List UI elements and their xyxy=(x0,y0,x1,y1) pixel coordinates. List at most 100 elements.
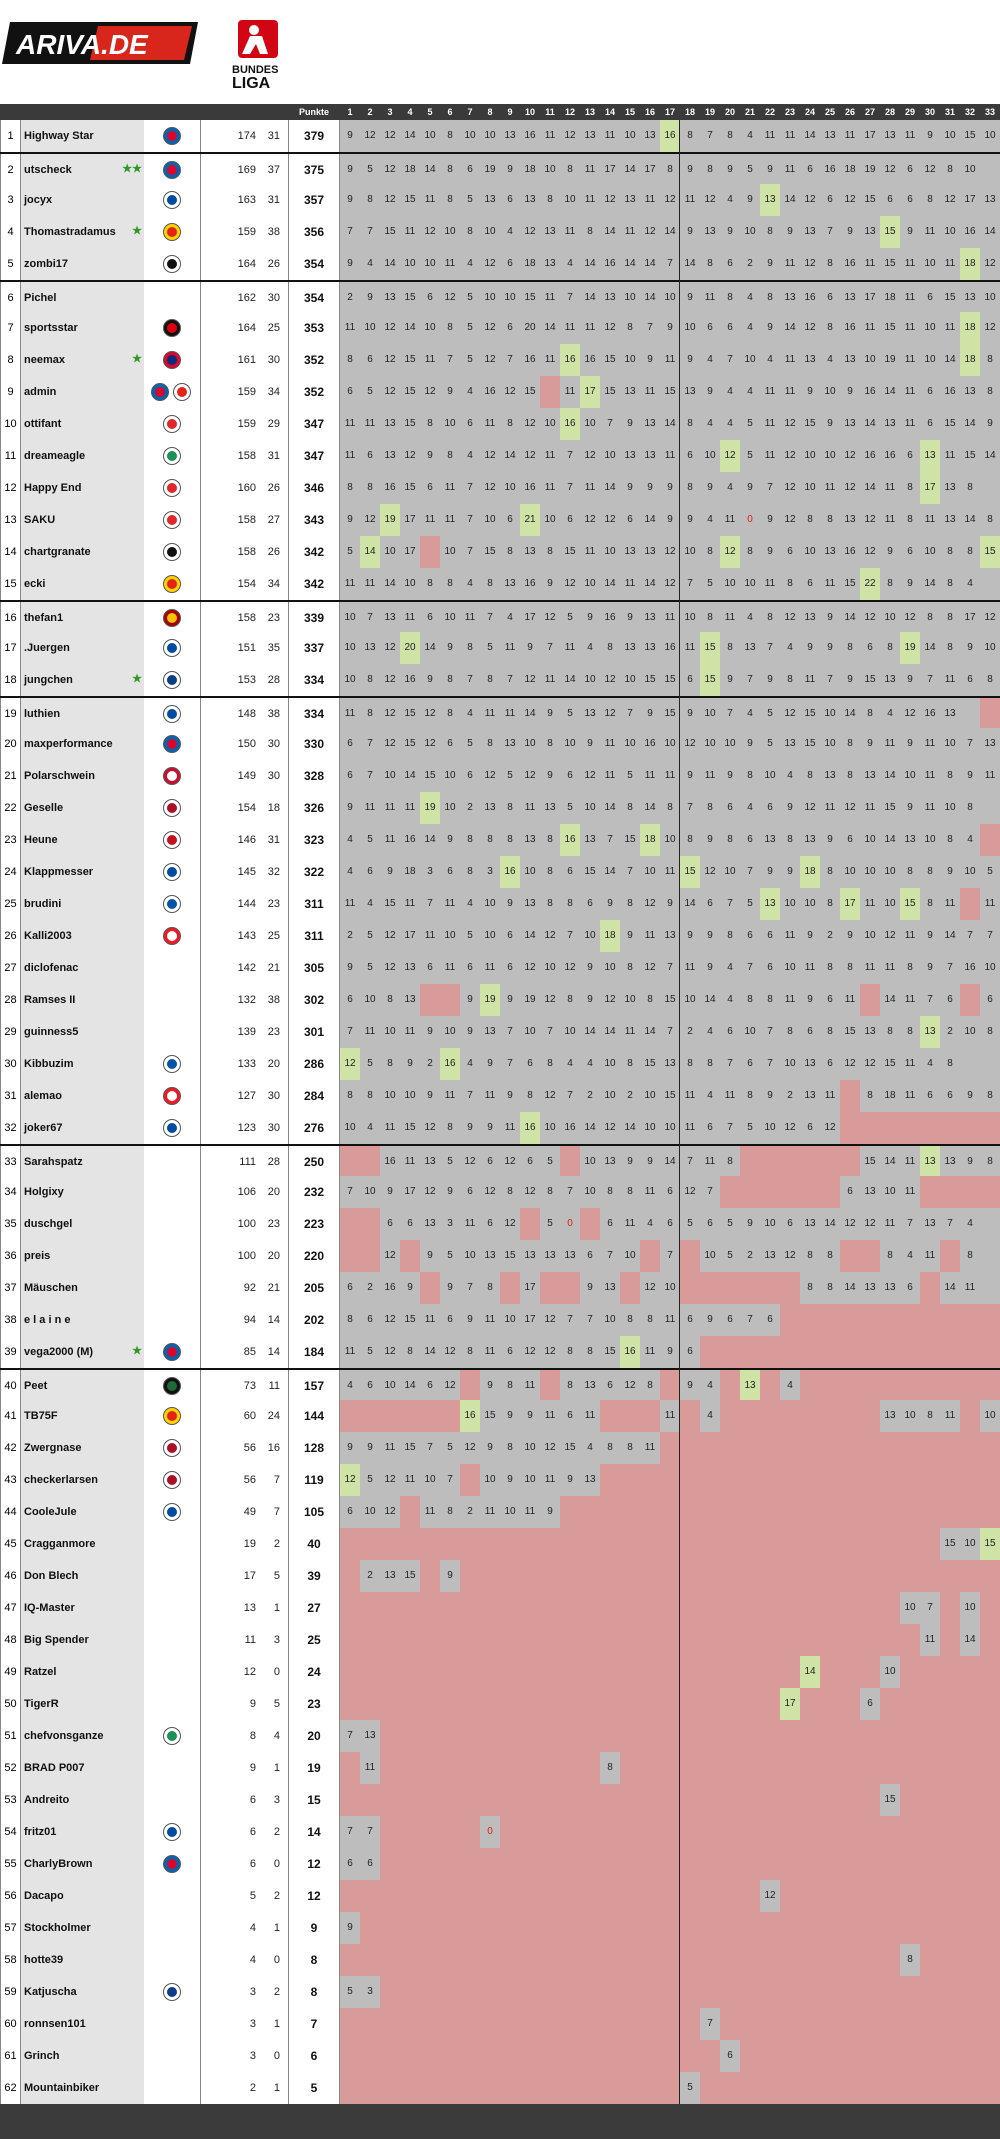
table-row[interactable]: 25 brudini 144 23 311 11 4 15 11 7 11 4 10 9 13 8 8 6 9 8 12… xyxy=(0,888,1000,920)
player-name[interactable]: Grinch xyxy=(21,2040,144,2072)
table-row[interactable]: 45 Cragganmore 19 2 40 15 10 15 xyxy=(0,1528,1000,1560)
table-row[interactable]: 8 neemax ★ 161 30 352 8 6 12 15 11 7 5 12 7 16 11 16 16 15 1… xyxy=(0,344,1000,376)
table-row[interactable]: 13 SAKU 158 27 343 9 12 19 17 11 11 7 10 6 21 10 6 12 12 6 1… xyxy=(0,504,1000,536)
table-row[interactable]: 16 thefan1 158 23 339 10 7 13 11 6 10 11 7 4 17 12 5 9 16 9… xyxy=(0,600,1000,634)
player-name[interactable]: Polarschwein xyxy=(21,760,144,792)
table-row[interactable]: 6 Pichel 162 30 354 2 9 13 15 6 12 5 10 10 15 11 7 14 13 10… xyxy=(0,280,1000,314)
table-row[interactable]: 10 ottifant 159 29 347 11 11 13 15 8 10 6 11 8 12 10 16 1… xyxy=(0,408,1000,440)
player-name[interactable]: Pichel xyxy=(21,282,144,314)
table-row[interactable]: 21 Polarschwein 149 30 328 6 7 10 14 15 10 6 12 5 12 9 6… xyxy=(0,760,1000,792)
table-row[interactable]: 9 admin 159 34 352 6 5 12 15 12 9 4 16 12 15 11 17 15 13 11… xyxy=(0,376,1000,408)
table-row[interactable]: 55 CharlyBrown 6 0 12 6 6 xyxy=(0,1848,1000,1880)
player-name[interactable]: Klappmesser xyxy=(21,856,144,888)
player-name[interactable]: maxperformance xyxy=(21,728,144,760)
table-row[interactable]: 18 jungchen ★ 153 28 334 10 8 12 16 9 8 7 8 7 12 11 14 10 1… xyxy=(0,664,1000,696)
table-row[interactable]: 52 BRAD P007 9 1 19 11 8 xyxy=(0,1752,1000,1784)
table-row[interactable]: 15 ecki 154 34 342 11 11 14 10 8 8 4 8 13 16 9 12 10 14 11 1… xyxy=(0,568,1000,600)
table-row[interactable]: 51 chefvonsganze 8 4 20 7 13 xyxy=(0,1720,1000,1752)
player-name[interactable]: Thomastradamus ★ xyxy=(21,216,144,248)
player-name[interactable]: Zwergnase xyxy=(21,1432,144,1464)
player-name[interactable]: Stockholmer xyxy=(21,1912,144,1944)
table-row[interactable]: 1 Highway Star 174 31 379 9 12 12 14 10 8 10 10 13 16 1… xyxy=(0,120,1000,152)
player-name[interactable]: TigerR xyxy=(21,1688,144,1720)
table-row[interactable]: 34 Holgixy 106 20 232 7 10 9 17 12 9 6 12 8 12 8 7 10 8 8 11… xyxy=(0,1176,1000,1208)
table-row[interactable]: 14 chartgranate 158 26 342 5 14 10 17 10 7 15 8 13 8 15… xyxy=(0,536,1000,568)
player-name[interactable]: Kalli2003 xyxy=(21,920,144,952)
table-row[interactable]: 31 alemao 127 30 284 8 8 10 10 9 11 7 11 9 8 12 7 2 10 2 10 1… xyxy=(0,1080,1000,1112)
player-name[interactable]: fritz01 xyxy=(21,1816,144,1848)
table-row[interactable]: 41 TB75F 60 24 144 16 15 9 9 11 6 11 11 4 13 10 8 11 10 xyxy=(0,1400,1000,1432)
player-name[interactable]: Andreito xyxy=(21,1784,144,1816)
player-name[interactable]: admin xyxy=(21,376,144,408)
table-row[interactable]: 4 Thomastradamus ★ 159 38 356 7 7 15 11 12 10 8 10 4 12… xyxy=(0,216,1000,248)
table-row[interactable]: 24 Klappmesser 145 32 322 4 6 9 18 3 6 8 3 16 10 8 6 15 14… xyxy=(0,856,1000,888)
table-row[interactable]: 57 Stockholmer 4 1 9 9 xyxy=(0,1912,1000,1944)
table-row[interactable]: 62 Mountainbiker 2 1 5 5 xyxy=(0,2072,1000,2104)
player-name[interactable]: checkerlarsen xyxy=(21,1464,144,1496)
table-row[interactable]: 30 Kibbuzim 133 20 286 12 5 8 9 2 16 4 9 7 6 8 4 4 10 8 15 13… xyxy=(0,1048,1000,1080)
player-name[interactable]: e l a i n e xyxy=(21,1304,144,1336)
table-row[interactable]: 23 Heune 146 31 323 4 5 11 16 14 9 8 8 8 13 8 16 13 7 15 18 1… xyxy=(0,824,1000,856)
table-row[interactable]: 58 hotte39 4 0 8 8 xyxy=(0,1944,1000,1976)
player-name[interactable]: sportsstar xyxy=(21,312,144,344)
table-row[interactable]: 40 Peet 73 11 157 4 6 10 14 6 12 9 8 11 8 13 6 12 8 9 4 13 4 xyxy=(0,1368,1000,1402)
player-name[interactable]: Kibbuzim xyxy=(21,1048,144,1080)
player-name[interactable]: dreameagle xyxy=(21,440,144,472)
player-name[interactable]: TB75F xyxy=(21,1400,144,1432)
table-row[interactable]: 43 checkerlarsen 56 7 119 12 5 12 11 10 7 10 9 10 11 9 1… xyxy=(0,1464,1000,1496)
table-row[interactable]: 20 maxperformance 150 30 330 6 7 12 15 12 6 5 8 13 10 8… xyxy=(0,728,1000,760)
table-row[interactable]: 61 Grinch 3 0 6 6 xyxy=(0,2040,1000,2072)
table-row[interactable]: 11 dreameagle 158 31 347 11 6 13 12 9 8 4 12 14 12 11 7 1… xyxy=(0,440,1000,472)
player-name[interactable]: Cragganmore xyxy=(21,1528,144,1560)
player-name[interactable]: Don Blech xyxy=(21,1560,144,1592)
table-row[interactable]: 59 Katjuscha 3 2 8 5 3 xyxy=(0,1976,1000,2008)
player-name[interactable]: IQ-Master xyxy=(21,1592,144,1624)
player-name[interactable]: CharlyBrown xyxy=(21,1848,144,1880)
table-row[interactable]: 28 Ramses II 132 38 302 6 10 8 13 9 19 9 19 12 8 9 12 10 8… xyxy=(0,984,1000,1016)
table-row[interactable]: 36 preis 100 20 220 12 9 5 10 13 15 13 13 13 6 7 10 7 10 5 2… xyxy=(0,1240,1000,1272)
table-row[interactable]: 32 joker67 123 30 276 10 4 11 15 12 8 9 9 11 16 10 16 14 1… xyxy=(0,1112,1000,1144)
player-name[interactable]: Sarahspatz xyxy=(21,1146,144,1178)
table-row[interactable]: 33 Sarahspatz 111 28 250 16 11 13 5 12 6 12 6 5 10 13 9 9… xyxy=(0,1144,1000,1178)
table-row[interactable]: 53 Andreito 6 3 15 15 xyxy=(0,1784,1000,1816)
table-row[interactable]: 17 .Juergen 151 35 337 10 13 12 20 14 9 8 5 11 9 7 11 4 8 1… xyxy=(0,632,1000,664)
player-name[interactable]: vega2000 (M) ★ xyxy=(21,1336,144,1368)
player-name[interactable]: Highway Star xyxy=(21,120,144,152)
player-name[interactable]: Geselle xyxy=(21,792,144,824)
player-name[interactable]: ottifant xyxy=(21,408,144,440)
table-row[interactable]: 47 IQ-Master 13 1 27 10 7 10 xyxy=(0,1592,1000,1624)
player-name[interactable]: Dacapo xyxy=(21,1880,144,1912)
player-name[interactable]: Peet xyxy=(21,1370,144,1402)
player-name[interactable]: guinness5 xyxy=(21,1016,144,1048)
table-row[interactable]: 38 e l a i n e 94 14 202 8 6 12 15 11 6 9 11 10 17 12 7 7… xyxy=(0,1304,1000,1336)
player-name[interactable]: jocyx xyxy=(21,184,144,216)
player-name[interactable]: Big Spender xyxy=(21,1624,144,1656)
player-name[interactable]: diclofenac xyxy=(21,952,144,984)
table-row[interactable]: 42 Zwergnase 56 16 128 9 9 11 15 7 5 12 9 8 10 12 15 4 8 8 1… xyxy=(0,1432,1000,1464)
table-row[interactable]: 19 luthien 148 38 334 11 8 12 15 12 8 4 11 11 14 9 5 13 12… xyxy=(0,696,1000,730)
player-name[interactable]: .Juergen xyxy=(21,632,144,664)
player-name[interactable]: Mäuschen xyxy=(21,1272,144,1304)
player-name[interactable]: ronnsen101 xyxy=(21,2008,144,2040)
player-name[interactable]: ecki xyxy=(21,568,144,600)
table-row[interactable]: 46 Don Blech 17 5 39 2 13 15 9 xyxy=(0,1560,1000,1592)
table-row[interactable]: 39 vega2000 (M) ★ 85 14 184 11 5 12 8 14 12 8 11 6 12 12… xyxy=(0,1336,1000,1368)
table-row[interactable]: 44 CooleJule 49 7 105 6 10 12 11 8 2 11 10 11 9 xyxy=(0,1496,1000,1528)
table-row[interactable]: 37 Mäuschen 92 21 205 6 2 16 9 9 7 8 17 9 13 12 10 8 8 14 13… xyxy=(0,1272,1000,1304)
table-row[interactable]: 35 duschgel 100 23 223 6 6 13 3 11 6 12 5 0 6 11 4 6 5 6 5 9 1… xyxy=(0,1208,1000,1240)
table-row[interactable]: 27 diclofenac 142 21 305 9 5 12 13 6 11 6 11 6 12 10 12 9… xyxy=(0,952,1000,984)
table-row[interactable]: 12 Happy End 160 26 346 8 8 16 15 6 11 7 12 10 16 11 7 11… xyxy=(0,472,1000,504)
player-name[interactable]: Ramses II xyxy=(21,984,144,1016)
player-name[interactable]: luthien xyxy=(21,698,144,730)
player-name[interactable]: duschgel xyxy=(21,1208,144,1240)
player-name[interactable]: joker67 xyxy=(21,1112,144,1144)
table-row[interactable]: 48 Big Spender 11 3 25 11 14 xyxy=(0,1624,1000,1656)
player-name[interactable]: Mountainbiker xyxy=(21,2072,144,2104)
table-row[interactable]: 56 Dacapo 5 2 12 12 xyxy=(0,1880,1000,1912)
table-row[interactable]: 7 sportsstar 164 25 353 11 10 12 14 10 8 5 12 6 20 14 11… xyxy=(0,312,1000,344)
player-name[interactable]: zombi17 xyxy=(21,248,144,280)
player-name[interactable]: BRAD P007 xyxy=(21,1752,144,1784)
table-row[interactable]: 2 utscheck ★★ 169 37 375 9 5 12 18 14 8 6 19 9 18 10 8 11 1… xyxy=(0,152,1000,186)
table-row[interactable]: 60 ronnsen101 3 1 7 7 xyxy=(0,2008,1000,2040)
player-name[interactable]: preis xyxy=(21,1240,144,1272)
